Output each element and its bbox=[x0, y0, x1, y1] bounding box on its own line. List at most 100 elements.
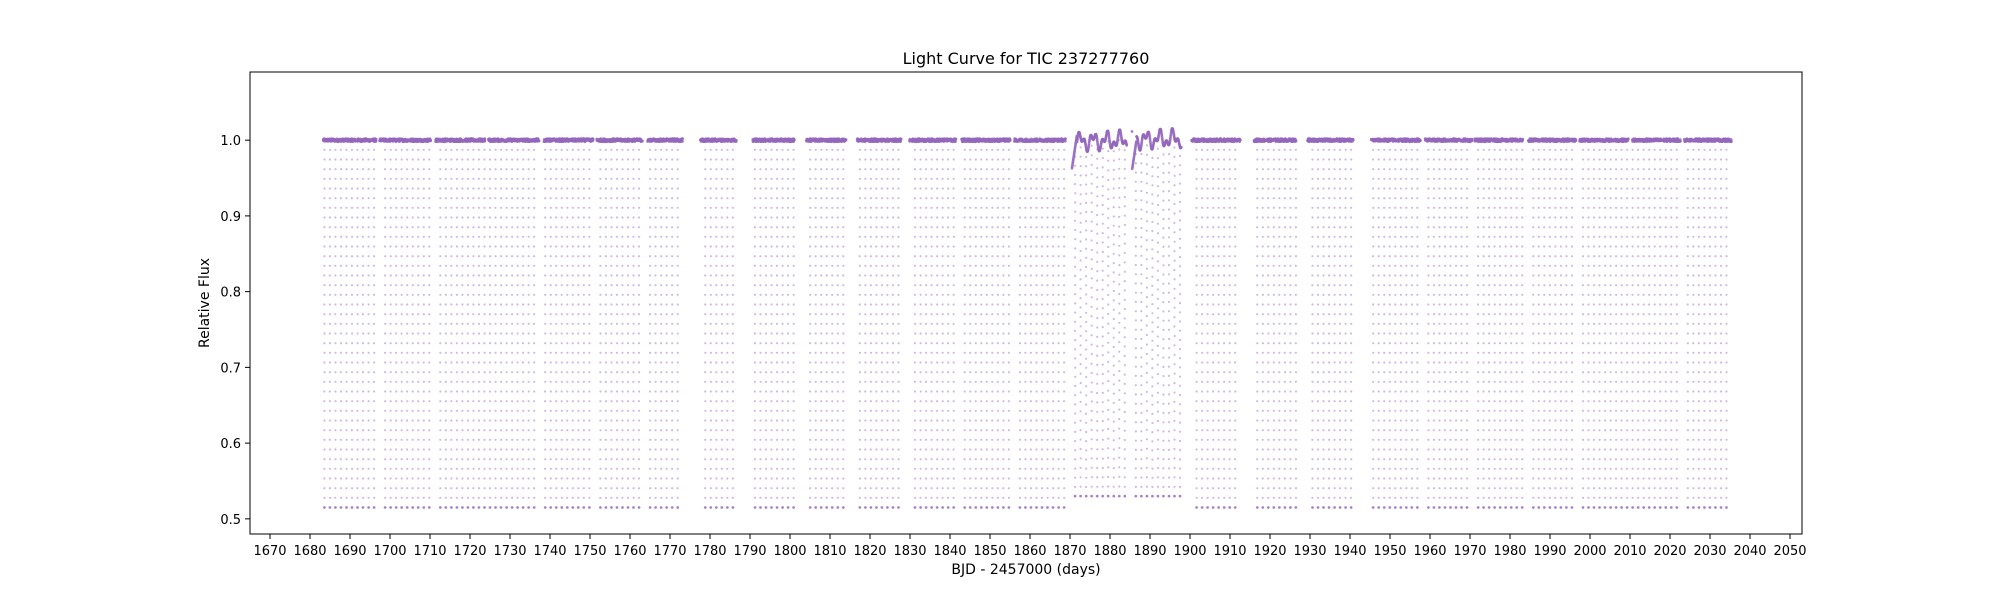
eclipse-point bbox=[323, 255, 326, 258]
eclipse-point bbox=[588, 303, 591, 306]
eclipse-point bbox=[776, 467, 779, 470]
eclipse-point bbox=[660, 197, 663, 200]
eclipse-point bbox=[781, 226, 784, 229]
eclipse-point bbox=[649, 235, 652, 238]
eclipse-point bbox=[422, 187, 425, 190]
eclipse-point bbox=[831, 245, 834, 248]
eclipse-point bbox=[765, 467, 768, 470]
eclipse-point bbox=[599, 419, 602, 422]
eclipse-point bbox=[715, 371, 718, 374]
eclipse-point bbox=[323, 197, 326, 200]
eclipse-point bbox=[836, 293, 839, 296]
eclipse-point bbox=[831, 400, 834, 403]
eclipse-point bbox=[406, 245, 409, 248]
eclipse-point bbox=[809, 206, 812, 209]
eclipse-point bbox=[461, 419, 464, 422]
eclipse-point bbox=[726, 496, 729, 499]
eclipse-point bbox=[720, 448, 723, 451]
eclipse-point bbox=[560, 487, 564, 490]
eclipse-point bbox=[417, 255, 420, 258]
eclipse-point bbox=[759, 303, 762, 306]
eclipse-point bbox=[765, 274, 768, 277]
eclipse-point bbox=[356, 477, 359, 480]
eclipse-point bbox=[775, 197, 779, 200]
eclipse-point bbox=[345, 322, 348, 325]
eclipse-point bbox=[764, 487, 768, 490]
eclipse-point bbox=[599, 448, 602, 451]
eclipse-point bbox=[533, 168, 536, 171]
baseline-point bbox=[641, 139, 644, 143]
eclipse-point bbox=[588, 342, 591, 345]
eclipse-point bbox=[384, 226, 387, 229]
eclipse-point bbox=[770, 487, 773, 490]
eclipse-point bbox=[626, 322, 630, 325]
eclipse-point bbox=[555, 496, 558, 499]
eclipse-point bbox=[340, 235, 343, 238]
eclipse-point bbox=[659, 448, 663, 451]
eclipse-point bbox=[522, 284, 525, 287]
eclipse-point bbox=[411, 235, 414, 238]
eclipse-point bbox=[489, 351, 492, 354]
eclipse-point bbox=[825, 380, 828, 383]
eclipse-minimum-point bbox=[450, 506, 453, 509]
eclipse-point bbox=[831, 226, 834, 229]
eclipse-point bbox=[461, 458, 464, 461]
eclipse-point bbox=[372, 448, 376, 451]
eclipse-point bbox=[676, 390, 679, 393]
eclipse-point bbox=[555, 467, 558, 470]
eclipse-point bbox=[389, 496, 392, 499]
eclipse-point bbox=[505, 158, 508, 161]
eclipse-point bbox=[632, 419, 635, 422]
eclipse-point bbox=[406, 438, 409, 441]
eclipse-point bbox=[637, 342, 641, 345]
eclipse-point bbox=[588, 255, 591, 258]
eclipse-point bbox=[510, 448, 514, 451]
eclipse-point bbox=[814, 467, 817, 470]
eclipse-point bbox=[466, 400, 470, 403]
eclipse-point bbox=[345, 293, 348, 296]
eclipse-point bbox=[665, 351, 668, 354]
eclipse-point bbox=[461, 245, 464, 248]
eclipse-point bbox=[483, 284, 486, 287]
eclipse-point bbox=[571, 313, 574, 316]
eclipse-point bbox=[665, 235, 668, 238]
eclipse-point bbox=[704, 322, 707, 325]
eclipse-point bbox=[428, 371, 431, 374]
eclipse-point bbox=[555, 371, 558, 374]
eclipse-point bbox=[472, 342, 475, 345]
eclipse-point bbox=[444, 390, 447, 393]
eclipse-point bbox=[555, 235, 558, 238]
eclipse-point bbox=[615, 419, 619, 422]
eclipse-point bbox=[544, 496, 547, 499]
eclipse-point bbox=[488, 361, 491, 364]
eclipse-minimum-point bbox=[626, 506, 630, 509]
eclipse-point bbox=[466, 303, 469, 306]
eclipse-point bbox=[638, 255, 641, 258]
eclipse-point bbox=[466, 264, 469, 267]
eclipse-point bbox=[527, 496, 530, 499]
eclipse-point bbox=[627, 274, 630, 277]
eclipse-point bbox=[588, 293, 591, 296]
eclipse-point bbox=[615, 177, 619, 180]
eclipse-point bbox=[753, 342, 757, 345]
eclipse-point bbox=[334, 371, 337, 374]
eclipse-point bbox=[571, 448, 575, 451]
eclipse-point bbox=[765, 371, 768, 374]
eclipse-point bbox=[477, 226, 480, 229]
eclipse-point bbox=[334, 264, 337, 267]
eclipse-point bbox=[450, 197, 453, 200]
eclipse-point bbox=[527, 216, 530, 219]
eclipse-point bbox=[660, 303, 663, 306]
eclipse-point bbox=[621, 438, 624, 441]
eclipse-point bbox=[350, 390, 354, 393]
eclipse-point bbox=[510, 390, 514, 393]
eclipse-point bbox=[461, 148, 464, 151]
eclipse-point bbox=[588, 429, 591, 432]
eclipse-point bbox=[350, 284, 354, 287]
eclipse-minimum-point bbox=[670, 506, 674, 509]
eclipse-point bbox=[599, 332, 602, 335]
eclipse-point bbox=[671, 419, 674, 422]
eclipse-point bbox=[654, 322, 657, 325]
eclipse-point bbox=[323, 371, 326, 374]
eclipse-point bbox=[825, 467, 828, 470]
